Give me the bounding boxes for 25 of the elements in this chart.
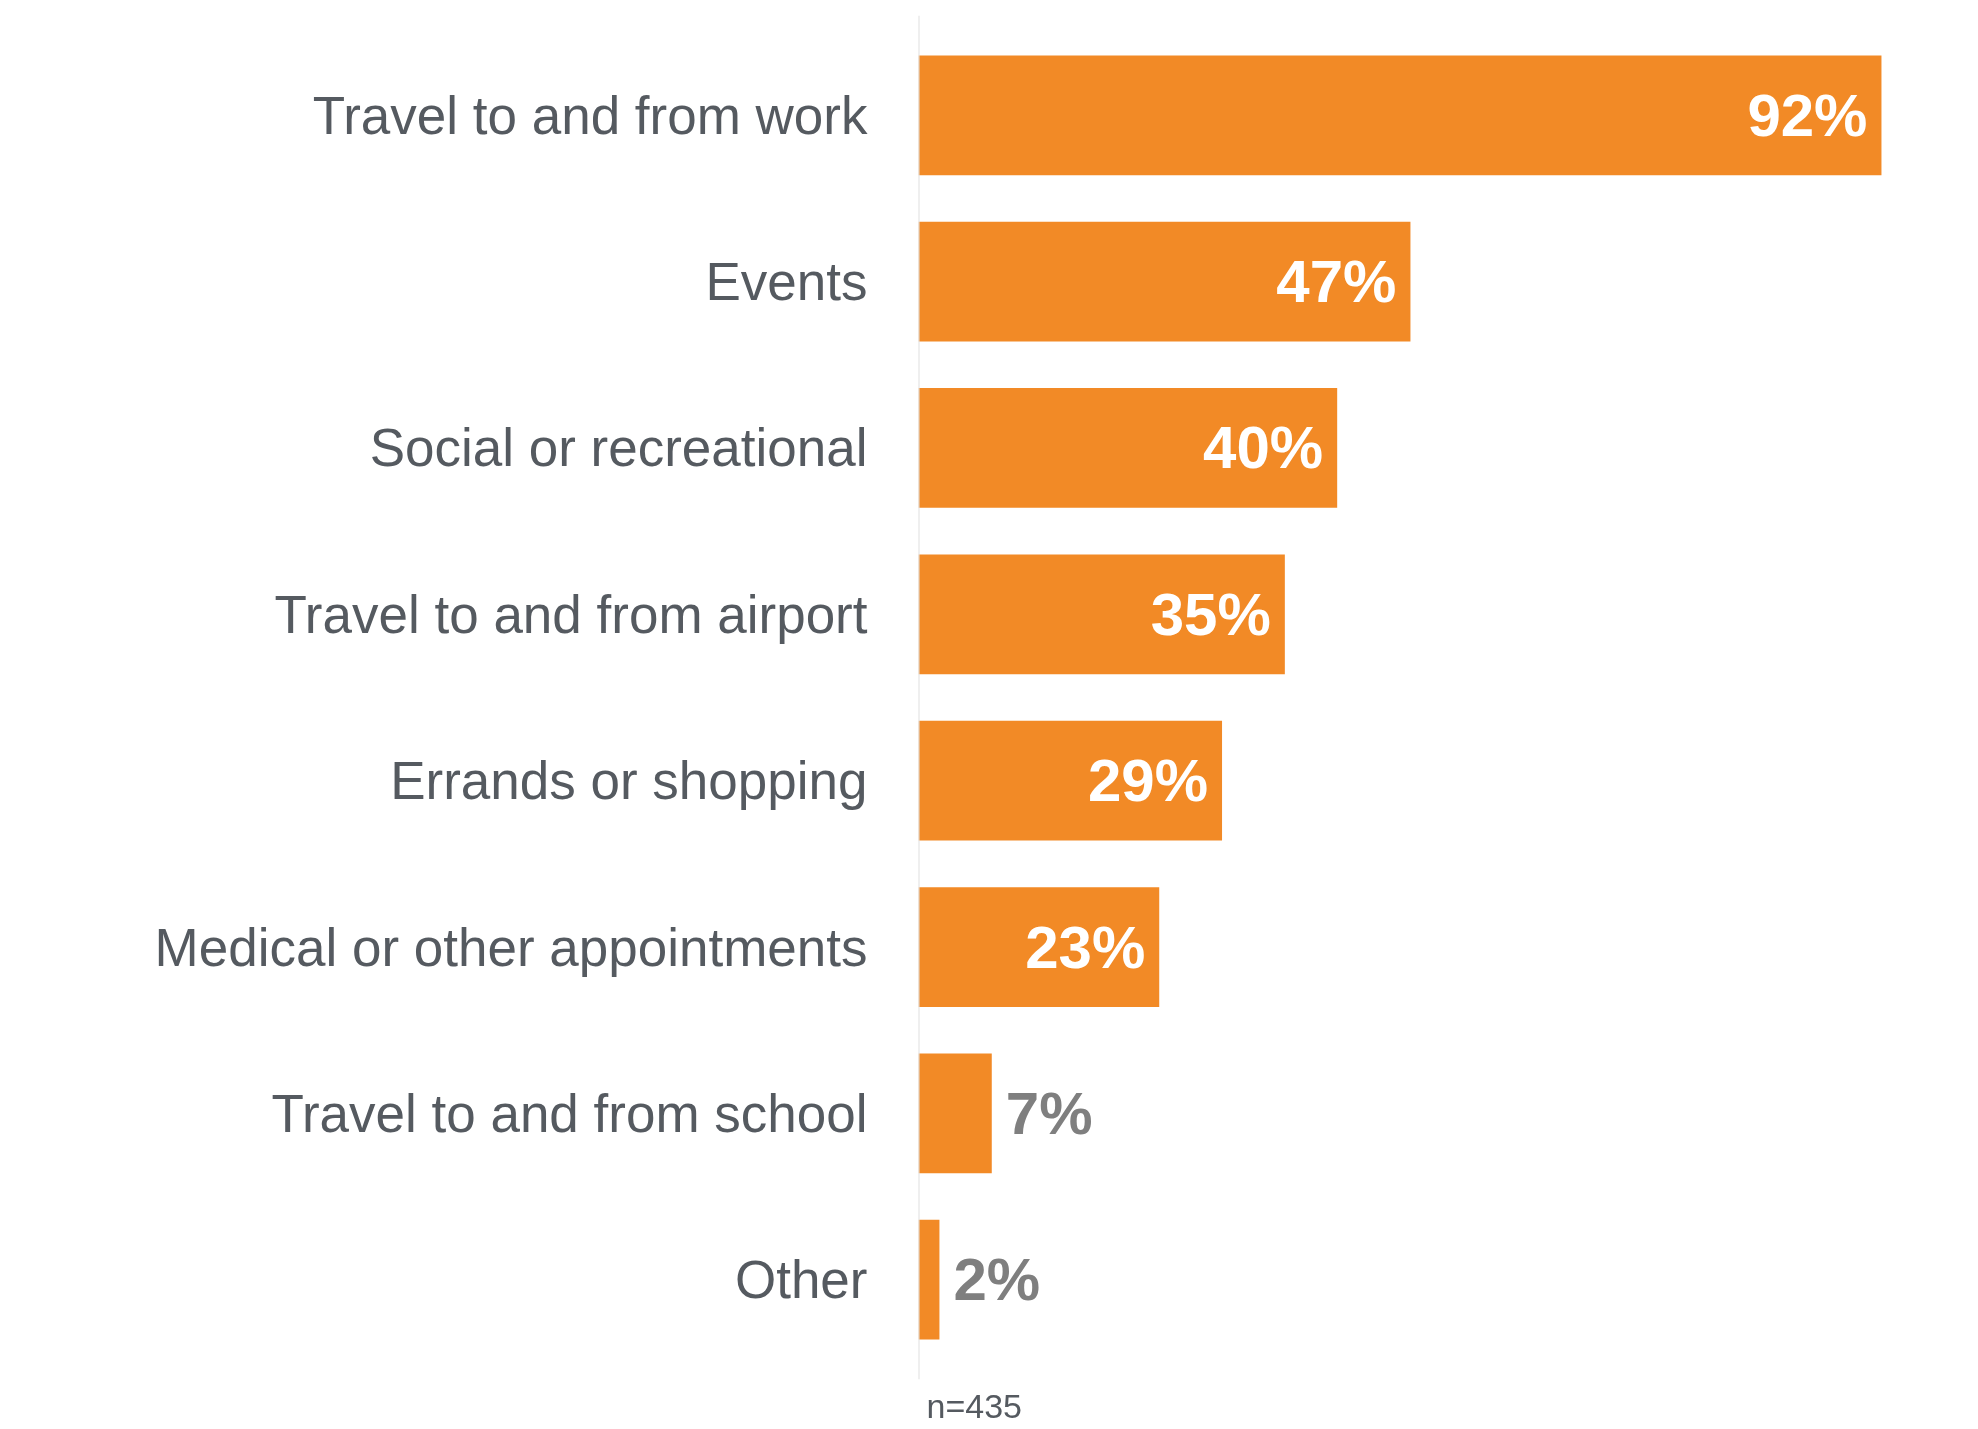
- bar: [918, 1053, 992, 1174]
- bar: [918, 720, 1223, 841]
- y-tick-label: Other: [734, 1250, 868, 1310]
- y-tick-label: Social or recreational: [369, 418, 868, 478]
- bar: [918, 55, 1882, 176]
- bar: [918, 554, 1285, 675]
- data-label: 23%: [1025, 913, 1146, 981]
- y-tick-label: Travel to and from work: [312, 85, 868, 145]
- bar: [918, 887, 1160, 1007]
- data-label: 2%: [953, 1246, 1041, 1314]
- y-tick-label: Events: [705, 252, 868, 312]
- data-label: 35%: [1150, 580, 1271, 648]
- bar: [918, 1219, 940, 1340]
- y-tick-label: Medical or other appointments: [154, 917, 868, 977]
- bar: [918, 221, 1411, 342]
- y-tick-label: Travel to and from school: [271, 1083, 868, 1143]
- y-tick-label: Travel to and from airport: [274, 584, 868, 644]
- data-label: 47%: [1276, 248, 1397, 316]
- text: n=435: [926, 1386, 1022, 1425]
- data-label: 40%: [1203, 414, 1324, 482]
- bar: [918, 388, 1338, 508]
- data-label: 7%: [1005, 1079, 1093, 1147]
- y-tick-label: Errands or shopping: [390, 751, 868, 811]
- data-label: 92%: [1747, 81, 1868, 149]
- data-label: 29%: [1087, 747, 1209, 815]
